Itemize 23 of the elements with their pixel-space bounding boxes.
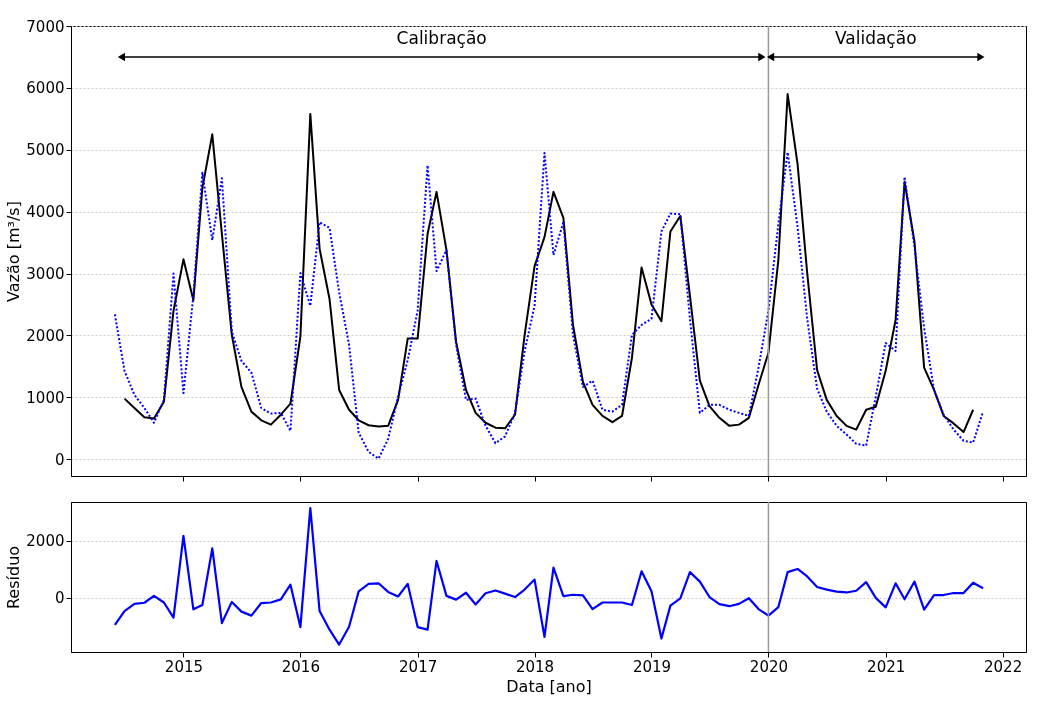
x-tick-label: 2021 [867, 657, 906, 676]
y-axis-title: Resíduo [4, 545, 24, 610]
x-tick-label: 2022 [984, 657, 1023, 676]
x-tick-label: 2017 [399, 657, 438, 676]
y-tick-label: 7000 [26, 17, 65, 36]
x-tick-label: 2016 [281, 657, 320, 676]
y-axis-title: Vazão [m³/s] [4, 201, 24, 302]
y-tick-label: 2000 [26, 326, 65, 345]
y-tick-label: 3000 [26, 265, 65, 284]
y-tick-label: 6000 [26, 79, 65, 98]
x-tick-label: 2015 [164, 657, 204, 676]
annotation: Validação [834, 28, 917, 48]
y-tick-label: 5000 [26, 141, 65, 160]
x-tick-label: 2020 [749, 657, 789, 676]
y-tick-label: 4000 [26, 203, 65, 222]
x-tick-label: 2019 [632, 657, 672, 676]
x-tick-label: 2018 [515, 657, 555, 676]
annotation: Calibração [396, 28, 487, 48]
y-tick-label: 2000 [26, 532, 65, 551]
y-tick-label: 0 [54, 589, 65, 608]
y-tick-label: 1000 [26, 388, 65, 407]
y-tick-label: 0 [54, 450, 65, 469]
x-axis-title: Data [ano] [506, 676, 592, 696]
